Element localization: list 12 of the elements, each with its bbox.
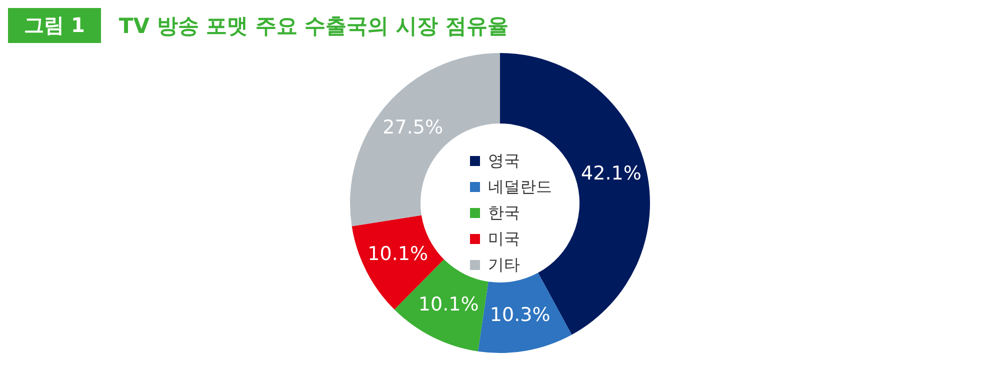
- legend-label: 기타: [488, 254, 520, 276]
- data-label: 10.1%: [418, 294, 479, 316]
- data-label: 27.5%: [382, 116, 443, 138]
- data-label: 10.1%: [368, 243, 428, 266]
- chart-title: TV 방송 포맷 주요 수출국의 시장 점유율: [118, 12, 508, 40]
- legend-label: 한국: [488, 202, 520, 224]
- data-label: 10.3%: [490, 304, 550, 326]
- legend-label: 네덜란드: [488, 176, 552, 198]
- caption: 그림 1: [8, 8, 101, 43]
- legend-label: 미국: [488, 228, 520, 250]
- data-label: 42.1%: [581, 162, 642, 185]
- legend-label: 영국: [488, 150, 520, 172]
